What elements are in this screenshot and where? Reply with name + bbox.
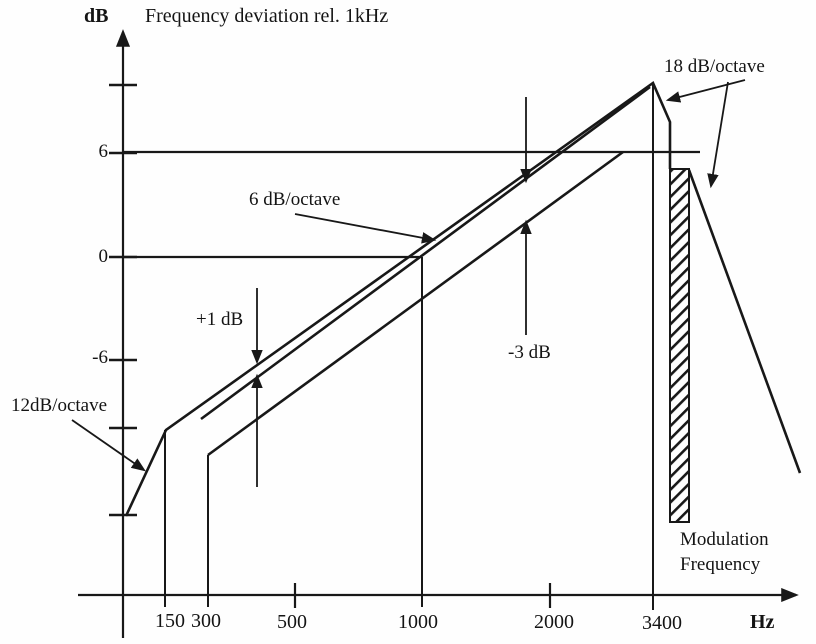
- y-tick-label-0: 0: [98, 246, 109, 267]
- curve-lower-rolloff-18db: [687, 169, 802, 474]
- annotation-modulation-frequency: Modulation Frequency: [680, 527, 800, 577]
- x-tick-label-1000: 1000: [398, 611, 438, 633]
- x-tick-label-3400: 3400: [642, 612, 682, 634]
- y-axis-unit-label: dB: [84, 5, 109, 27]
- x-tick-label-300: 300: [191, 610, 221, 632]
- y-tick-label-6: 6: [98, 141, 109, 162]
- curve-lower-limit: [207, 150, 624, 457]
- annotation-18db-octave: 18 dB/octave: [664, 56, 765, 77]
- leader-12db-octave-arrow-icon: [71, 419, 146, 472]
- modulation-word: Modulation: [680, 529, 769, 550]
- x-tick-label-150: 150: [155, 610, 185, 632]
- y-tick-label-neg6: -6: [92, 347, 108, 368]
- annotation-6db-octave: 6 dB/octave: [249, 189, 341, 210]
- annotation-12db-octave: 12dB/octave: [11, 395, 108, 416]
- annotation-plus-1db: +1 dB: [196, 309, 244, 330]
- chart-title: Frequency deviation rel. 1kHz: [145, 5, 389, 27]
- leader-18db-octave-left-arrow-icon: [665, 79, 746, 103]
- annotation-minus-3db: -3 dB: [508, 342, 551, 363]
- frequency-word: Frequency: [680, 554, 761, 575]
- curve-nominal: [200, 85, 651, 421]
- x-tick-label-500: 500: [277, 611, 307, 633]
- curve-upper-limit: [124, 81, 672, 517]
- x-tick-label-2000: 2000: [534, 611, 574, 633]
- x-axis-unit-label: Hz: [750, 611, 775, 633]
- leader-18db-octave-right-arrow-icon: [707, 81, 729, 189]
- leader-6db-octave-arrow-icon: [294, 213, 437, 244]
- modulation-frequency-limit-bar: [669, 168, 690, 523]
